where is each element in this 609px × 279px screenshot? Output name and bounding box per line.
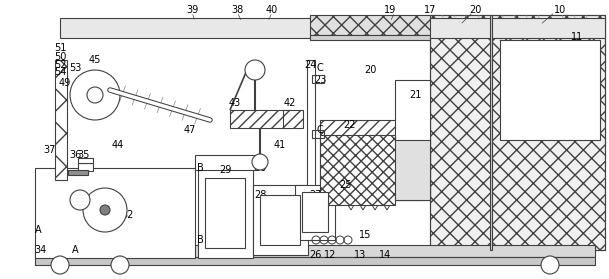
Text: 30: 30 <box>254 163 266 173</box>
Circle shape <box>541 256 559 274</box>
Bar <box>395 80 430 200</box>
Circle shape <box>70 70 120 120</box>
Text: 26: 26 <box>309 250 321 260</box>
Text: 54: 54 <box>54 67 66 77</box>
Bar <box>302 192 328 232</box>
Circle shape <box>51 256 69 274</box>
Circle shape <box>70 190 90 210</box>
Text: 16: 16 <box>401 140 413 150</box>
Bar <box>310 15 430 35</box>
Bar <box>430 15 605 250</box>
Text: 21: 21 <box>409 90 421 100</box>
Text: 23: 23 <box>314 75 326 85</box>
Bar <box>283 110 303 128</box>
Text: 12: 12 <box>324 250 336 260</box>
Text: 43: 43 <box>229 98 241 108</box>
Bar <box>230 110 290 128</box>
Text: 52: 52 <box>54 60 66 70</box>
Bar <box>253 185 308 255</box>
Text: 53: 53 <box>69 63 81 73</box>
Bar <box>60 18 605 38</box>
Text: 35: 35 <box>77 150 89 160</box>
Text: 36: 36 <box>69 150 81 160</box>
Circle shape <box>100 205 110 215</box>
Text: 44: 44 <box>112 140 124 150</box>
Bar <box>68 170 88 175</box>
Text: 42: 42 <box>284 98 296 108</box>
Bar <box>295 185 335 240</box>
Text: 50: 50 <box>54 52 66 62</box>
Text: 27: 27 <box>309 190 322 200</box>
Text: C: C <box>317 125 323 135</box>
Text: 29: 29 <box>219 165 231 175</box>
Text: 18: 18 <box>520 52 532 62</box>
Bar <box>500 40 600 140</box>
Circle shape <box>87 87 103 103</box>
Bar <box>78 163 93 171</box>
Text: 45: 45 <box>89 55 101 65</box>
Circle shape <box>245 60 265 80</box>
Bar <box>35 245 595 257</box>
Circle shape <box>83 188 127 232</box>
Text: 14: 14 <box>379 250 391 260</box>
Text: 38: 38 <box>231 5 243 15</box>
Text: A: A <box>72 245 79 255</box>
Bar <box>55 60 67 180</box>
Text: 20: 20 <box>469 5 481 15</box>
Text: 22: 22 <box>343 120 356 130</box>
Text: 31: 31 <box>204 225 216 235</box>
Text: A: A <box>35 225 41 235</box>
Bar <box>320 120 420 200</box>
Bar <box>312 130 324 138</box>
Text: 40: 40 <box>266 5 278 15</box>
Bar <box>430 15 605 250</box>
Text: 20: 20 <box>364 65 376 75</box>
Text: 51: 51 <box>54 43 66 53</box>
Bar <box>310 35 430 40</box>
Text: 48: 48 <box>81 78 93 88</box>
Bar <box>395 140 430 200</box>
Bar <box>312 75 324 83</box>
Bar <box>195 155 255 170</box>
Bar <box>260 195 300 245</box>
Bar <box>490 15 492 250</box>
Text: B: B <box>197 235 203 245</box>
Text: 19: 19 <box>384 5 396 15</box>
Text: 13: 13 <box>354 250 366 260</box>
Text: 49: 49 <box>59 78 71 88</box>
Bar <box>198 168 253 258</box>
Text: 32: 32 <box>122 210 134 220</box>
Text: 41: 41 <box>274 140 286 150</box>
Bar <box>78 158 93 163</box>
Text: 28: 28 <box>254 190 266 200</box>
Circle shape <box>111 256 129 274</box>
Bar <box>320 135 395 205</box>
Text: 25: 25 <box>339 180 351 190</box>
Text: 11: 11 <box>571 32 583 42</box>
Text: 17: 17 <box>424 5 436 15</box>
Text: 24: 24 <box>304 60 316 70</box>
Bar <box>35 168 195 258</box>
Text: 39: 39 <box>186 5 198 15</box>
Text: 47: 47 <box>184 125 196 135</box>
Circle shape <box>252 154 268 170</box>
Text: 37: 37 <box>44 145 56 155</box>
Bar <box>35 257 595 265</box>
Text: B: B <box>197 163 203 173</box>
Text: 10: 10 <box>554 5 566 15</box>
Bar <box>307 60 315 210</box>
Text: C: C <box>317 63 323 73</box>
Text: 34: 34 <box>34 245 46 255</box>
Bar <box>205 178 245 248</box>
Text: 15: 15 <box>359 230 371 240</box>
